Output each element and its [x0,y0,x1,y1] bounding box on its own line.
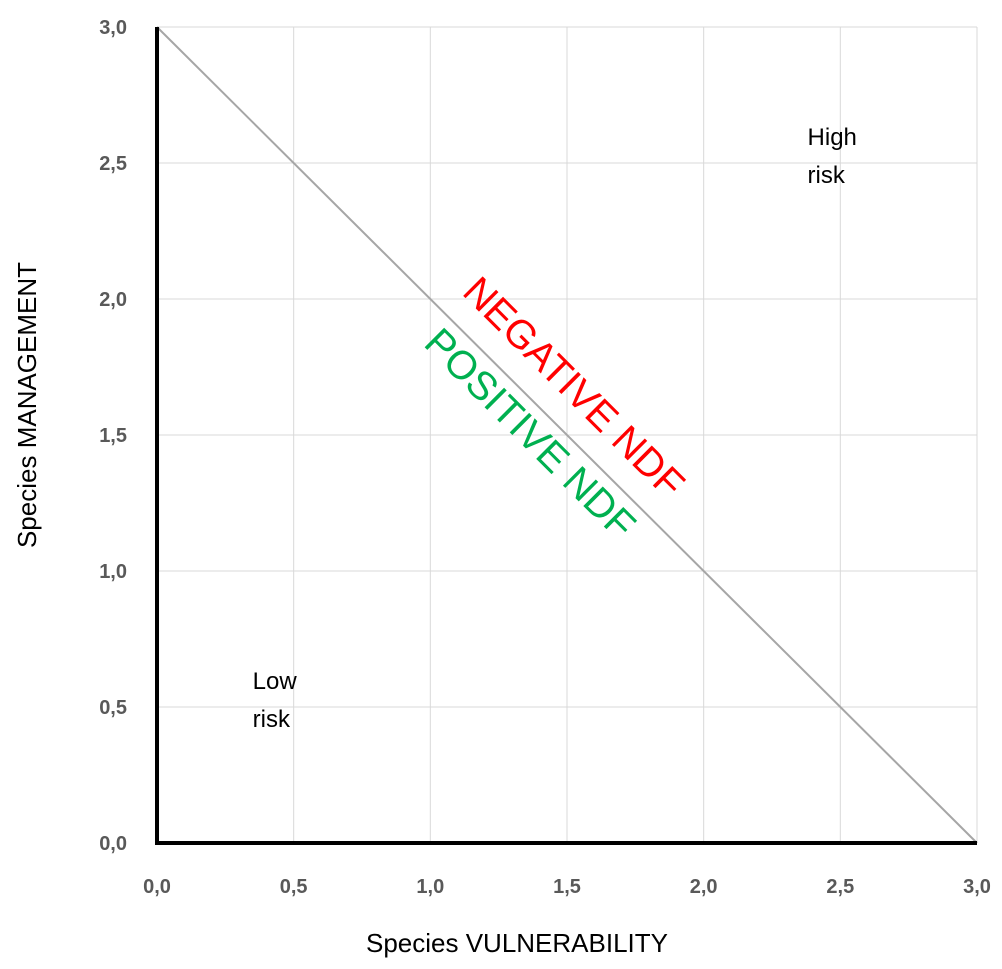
high-risk-line1: High [808,124,857,151]
high-risk-annotation: High risk [808,124,864,189]
y-tick-labels: 0,0 0,5 1,0 1,5 2,0 2,5 3,0 [99,17,127,855]
y-tick-label: 2,5 [99,153,127,175]
x-tick-label: 2,5 [826,876,854,898]
x-axis-title: Species VULNERABILITY [366,928,668,958]
low-risk-line1: Low [253,668,298,695]
x-tick-label: 2,0 [690,876,718,898]
high-risk-line2: risk [808,162,846,189]
x-tick-label: 0,0 [143,876,171,898]
y-tick-label: 0,5 [99,697,127,719]
low-risk-annotation: Low risk [253,668,304,733]
x-tick-label: 1,5 [553,876,581,898]
y-tick-label: 2,0 [99,289,127,311]
x-tick-label: 3,0 [963,876,991,898]
y-tick-label: 0,0 [99,833,127,855]
x-tick-label: 0,5 [280,876,308,898]
y-tick-label: 1,5 [99,425,127,447]
y-tick-label: 3,0 [99,17,127,39]
y-axis-title: Species MANAGEMENT [12,262,42,548]
low-risk-line2: risk [253,706,291,733]
y-tick-label: 1,0 [99,561,127,583]
x-tick-labels: 0,0 0,5 1,0 1,5 2,0 2,5 3,0 [143,876,991,898]
x-tick-label: 1,0 [416,876,444,898]
